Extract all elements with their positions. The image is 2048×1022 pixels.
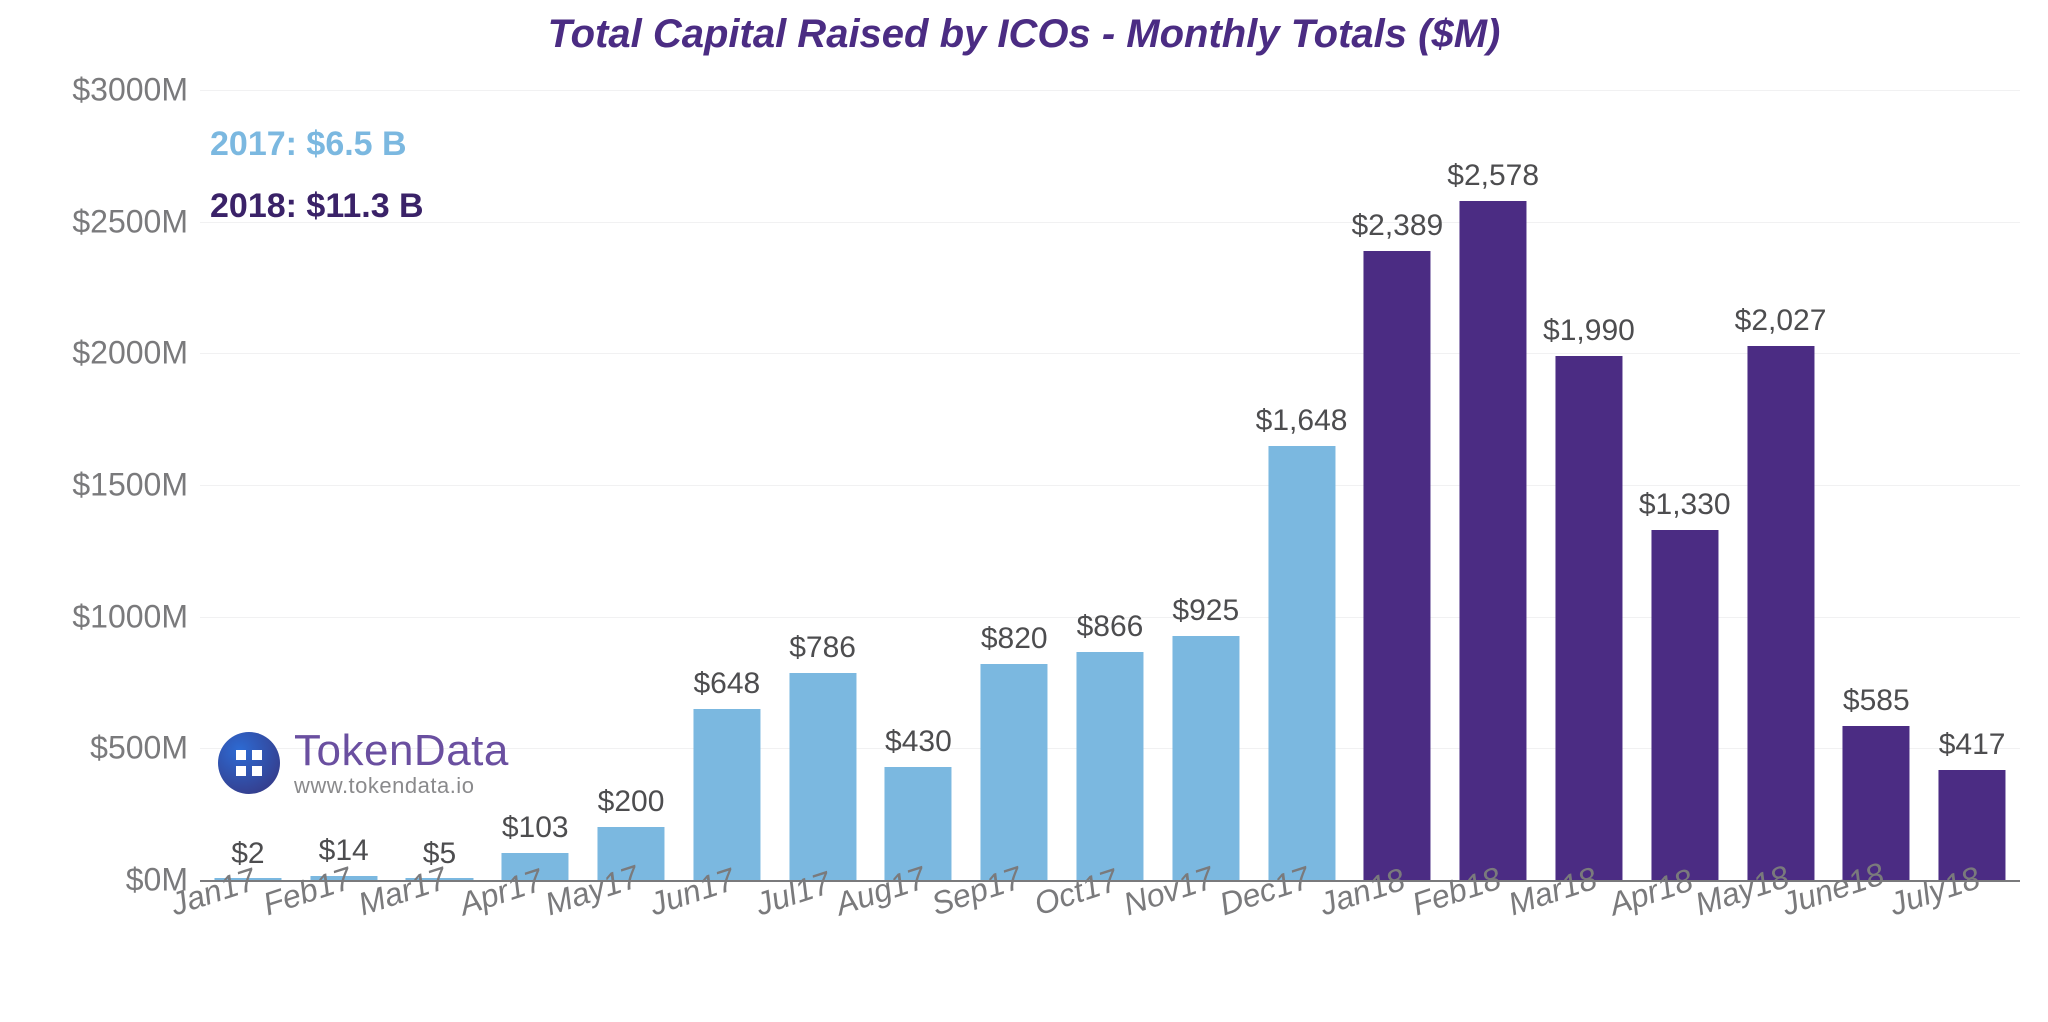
ytick-label: $2500M xyxy=(72,203,200,240)
legend-line: 2018: $11.3 B xyxy=(210,182,424,230)
brand-name-second: Data xyxy=(414,726,509,775)
bar-slot: $430Aug17 xyxy=(871,90,967,880)
bar-value-label: $1,330 xyxy=(1639,488,1731,522)
bar xyxy=(1555,356,1622,880)
grid-icon xyxy=(218,732,280,794)
bar xyxy=(1460,201,1527,880)
brand-text: TokenData www.tokendata.io xyxy=(294,728,509,797)
bar-value-label: $585 xyxy=(1843,684,1910,718)
bar-slot: $786Jul17 xyxy=(775,90,871,880)
bar-value-label: $417 xyxy=(1939,728,2006,762)
brand-url: www.tokendata.io xyxy=(294,774,509,797)
bar-slot: $417July18 xyxy=(1924,90,2020,880)
bar xyxy=(693,709,760,880)
bar-value-label: $2,027 xyxy=(1735,304,1827,338)
legend: 2017: $6.5 B 2018: $11.3 B xyxy=(210,120,424,230)
bar-slot: $925Nov17 xyxy=(1158,90,1254,880)
bar xyxy=(1747,346,1814,880)
bar-slot: $820Sep17 xyxy=(966,90,1062,880)
bar xyxy=(789,673,856,880)
bar-value-label: $820 xyxy=(981,622,1048,656)
brand-watermark: TokenData www.tokendata.io xyxy=(218,728,509,797)
bar-value-label: $1,648 xyxy=(1256,404,1348,438)
bar xyxy=(1268,446,1335,880)
brand-name-first: Token xyxy=(294,726,414,775)
chart-title: Total Capital Raised by ICOs - Monthly T… xyxy=(0,12,2048,57)
bar-slot: $1,648Dec17 xyxy=(1254,90,1350,880)
bar xyxy=(981,664,1048,880)
bar-value-label: $866 xyxy=(1077,610,1144,644)
brand-name: TokenData xyxy=(294,728,509,774)
bar-value-label: $786 xyxy=(789,631,856,665)
bar-slot: $1,330Apr18 xyxy=(1637,90,1733,880)
legend-line: 2017: $6.5 B xyxy=(210,120,424,168)
bar xyxy=(1364,251,1431,880)
chart-root: Total Capital Raised by ICOs - Monthly T… xyxy=(0,0,2048,1022)
bar-slot: $585June18 xyxy=(1828,90,1924,880)
bar xyxy=(1172,636,1239,880)
bar-value-label: $925 xyxy=(1172,594,1239,628)
bar-value-label: $430 xyxy=(885,725,952,759)
bar-slot: $648Jun17 xyxy=(679,90,775,880)
bar-slot: $1,990Mar18 xyxy=(1541,90,1637,880)
bar-slot: $866Oct17 xyxy=(1062,90,1158,880)
bar xyxy=(1651,530,1718,880)
bar-value-label: $103 xyxy=(502,811,569,845)
bar-value-label: $2,389 xyxy=(1351,209,1443,243)
ytick-label: $3000M xyxy=(72,72,200,109)
bar-value-label: $648 xyxy=(693,667,760,701)
ytick-label: $2000M xyxy=(72,335,200,372)
bar-slot: $2,578Feb18 xyxy=(1445,90,1541,880)
bar-slot: $2,389Jan18 xyxy=(1349,90,1445,880)
ytick-label: $1500M xyxy=(72,467,200,504)
ytick-label: $1000M xyxy=(72,598,200,635)
bar xyxy=(1076,652,1143,880)
bar-value-label: $200 xyxy=(598,785,665,819)
bar-value-label: $2,578 xyxy=(1447,159,1539,193)
bar-slot: $200May17 xyxy=(583,90,679,880)
ytick-label: $500M xyxy=(90,730,200,767)
bar-slot: $2,027May18 xyxy=(1733,90,1829,880)
bar-value-label: $1,990 xyxy=(1543,314,1635,348)
